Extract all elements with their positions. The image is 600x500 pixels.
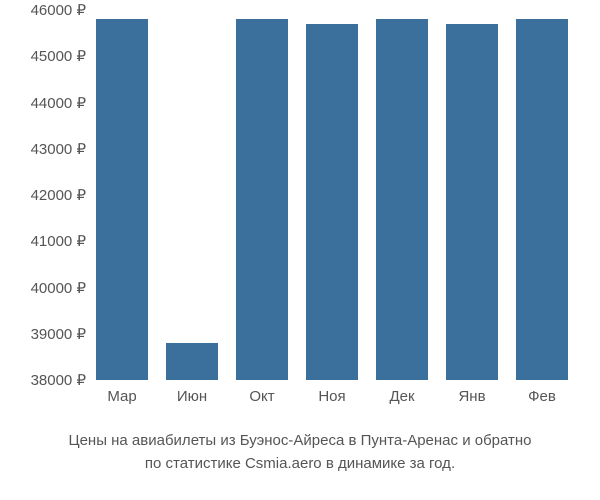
bars-container <box>92 10 582 380</box>
bar <box>236 19 288 380</box>
y-tick: 38000 ₽ <box>31 371 86 389</box>
y-tick: 45000 ₽ <box>31 47 86 65</box>
x-tick: Фев <box>516 382 568 405</box>
y-axis: 38000 ₽39000 ₽40000 ₽41000 ₽42000 ₽43000… <box>0 0 92 380</box>
bar <box>446 24 498 380</box>
bar <box>376 19 428 380</box>
x-tick: Дек <box>376 382 428 405</box>
caption-line-2: по статистике Csmia.aero в динамике за г… <box>145 455 455 472</box>
plot-area <box>92 10 582 380</box>
x-tick: Июн <box>166 382 218 405</box>
x-axis: Мар Июн Окт Ноя Дек Янв Фев <box>92 382 582 405</box>
y-tick: 40000 ₽ <box>31 279 86 297</box>
bar <box>306 24 358 380</box>
y-tick: 43000 ₽ <box>31 140 86 158</box>
bar <box>516 19 568 380</box>
x-tick: Мар <box>96 382 148 405</box>
y-tick: 46000 ₽ <box>31 1 86 19</box>
caption-line-1: Цены на авиабилеты из Буэнос-Айреса в Пу… <box>68 432 531 449</box>
y-tick: 39000 ₽ <box>31 325 86 343</box>
y-tick: 41000 ₽ <box>31 232 86 250</box>
x-tick: Ноя <box>306 382 358 405</box>
y-tick: 42000 ₽ <box>31 186 86 204</box>
price-chart: 38000 ₽ 39000 ₽ 40000 ₽ 41000 ₽ 42000 ₽ 43000… <box>0 0 600 420</box>
x-tick: Окт <box>236 382 288 405</box>
bar <box>166 343 218 380</box>
chart-caption: Цены на авиабилеты из Буэнос-Айреса в Пу… <box>0 430 600 475</box>
y-tick: 44000 ₽ <box>31 94 86 112</box>
x-tick: Янв <box>446 382 498 405</box>
bar <box>96 19 148 380</box>
